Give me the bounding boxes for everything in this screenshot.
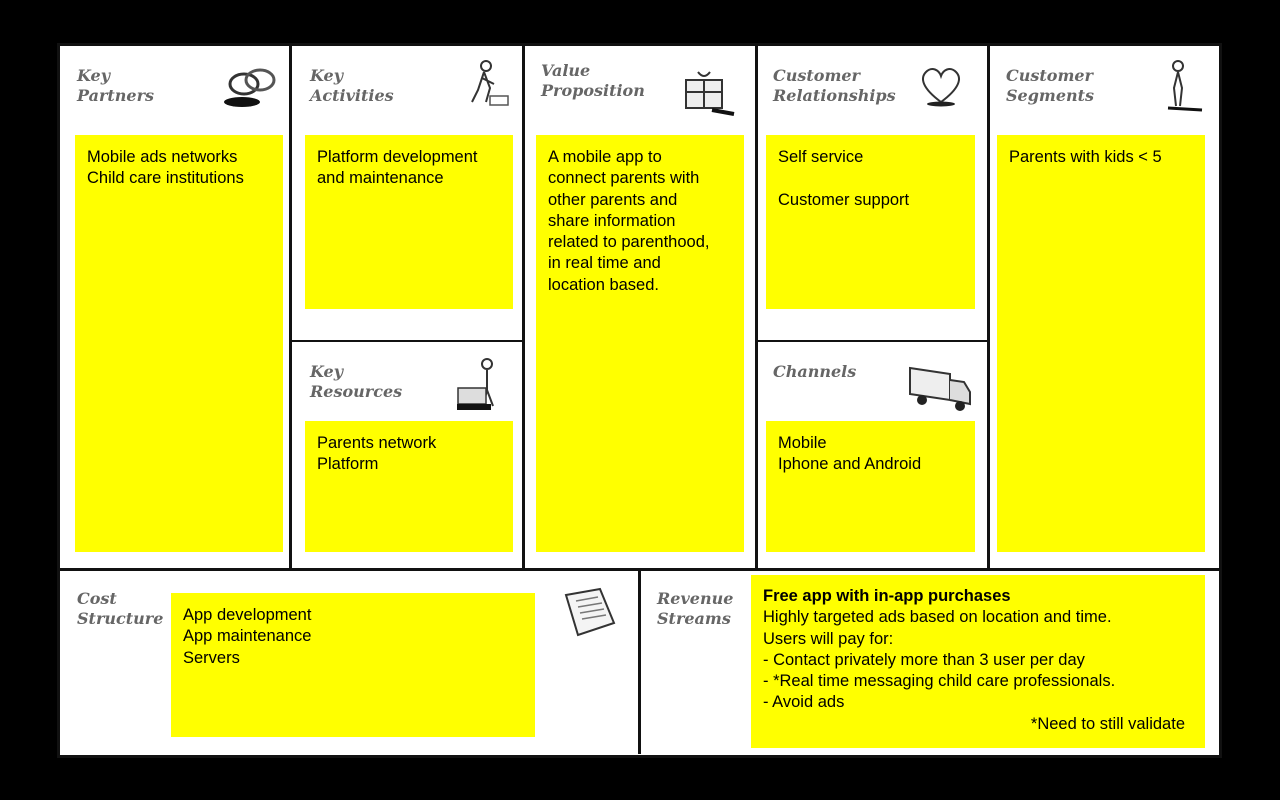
value-proposition-note: A mobile app to connect parents with oth… bbox=[536, 135, 744, 552]
person-icon bbox=[1167, 60, 1203, 112]
divider bbox=[755, 340, 988, 342]
revenue-streams-title: Revenue Streams bbox=[657, 589, 734, 628]
heart-icon bbox=[922, 68, 960, 107]
cost-structure-title: Cost Structure bbox=[77, 589, 164, 628]
divider bbox=[987, 46, 990, 570]
value-proposition-title: Value Proposition bbox=[541, 61, 645, 100]
channels-note: Mobile Iphone and Android bbox=[766, 421, 975, 552]
divider bbox=[638, 570, 641, 754]
customer-segments-title: Customer Segments bbox=[1006, 66, 1095, 105]
price-tag-icon bbox=[564, 587, 616, 637]
divider bbox=[289, 46, 292, 570]
divider bbox=[755, 46, 758, 570]
revenue-streams-heading: Free app with in-app purchases bbox=[763, 587, 1011, 605]
gift-icon bbox=[685, 71, 735, 116]
key-activities-note: Platform development and maintenance bbox=[305, 135, 513, 309]
channels-title: Channels bbox=[773, 362, 857, 381]
revenue-streams-footnote: *Need to still validate bbox=[1030, 714, 1185, 733]
divider bbox=[60, 568, 1219, 571]
key-activities-title: Key Activities bbox=[310, 66, 394, 105]
key-resources-note: Parents network Platform bbox=[305, 421, 513, 552]
worker-with-cart-icon bbox=[457, 358, 494, 410]
key-resources-title: Key Resources bbox=[310, 362, 403, 401]
chain-links-icon bbox=[224, 68, 276, 107]
divider bbox=[522, 46, 525, 570]
revenue-streams-note: Free app with in-app purchases Highly ta… bbox=[751, 575, 1205, 748]
revenue-streams-text: Highly targeted ads based on location an… bbox=[763, 608, 1116, 712]
divider bbox=[290, 340, 525, 342]
key-partners-note: Mobile ads networks Child care instituti… bbox=[75, 135, 283, 552]
truck-icon bbox=[909, 366, 971, 411]
cost-structure-note: App development App maintenance Servers bbox=[171, 593, 535, 737]
customer-segments-note: Parents with kids < 5 bbox=[997, 135, 1205, 552]
key-partners-title: Key Partners bbox=[77, 66, 155, 105]
worker-icon bbox=[471, 60, 509, 106]
customer-relationships-note: Self service Customer support bbox=[766, 135, 975, 309]
customer-relationships-title: Customer Relationships bbox=[773, 66, 896, 105]
